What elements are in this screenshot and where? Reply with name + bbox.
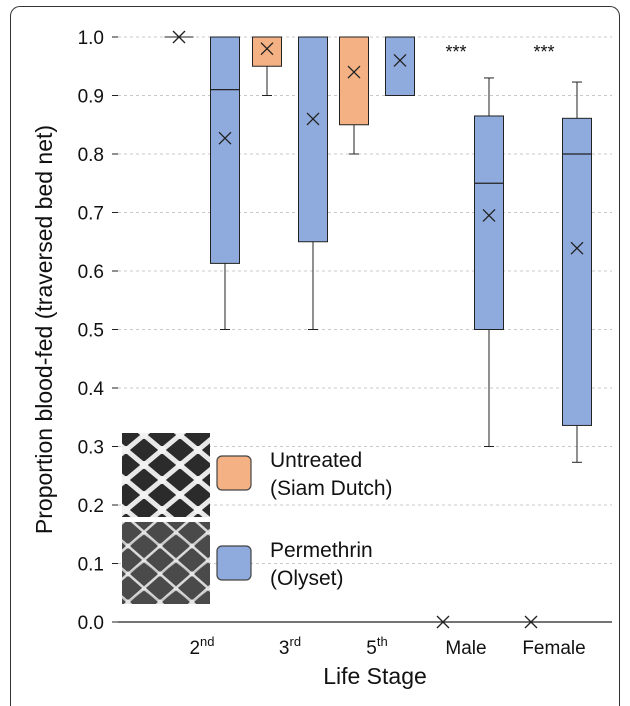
y-tick-label: 0.1	[78, 555, 104, 576]
box-permethrin	[562, 81, 592, 463]
box-plot-chart: 0.0 0.1 0.2 0.3 0.4 0.5 0.6 0.7 0.8 0.9 1.0 2nd 3rd…	[31, 28, 612, 689]
boxes-layer	[164, 30, 592, 629]
box-iqr	[339, 36, 369, 126]
box-iqr	[298, 36, 328, 243]
y-axis-title: Proportion blood-fed (traversed bed net)	[31, 125, 57, 534]
figure-frame	[10, 6, 620, 706]
box-permethrin	[474, 77, 504, 447]
box-iqr	[252, 36, 282, 67]
box-permethrin	[298, 36, 328, 330]
legend-permethrin-line2: (Olyset)	[270, 567, 344, 590]
legend-permethrin-line1: Permethrin	[270, 539, 373, 562]
x-axis-title: Life Stage	[323, 663, 427, 689]
box-untreated	[164, 30, 194, 44]
mean-marker	[393, 53, 407, 67]
box-permethrin	[385, 36, 415, 96]
y-tick-label: 0.5	[78, 321, 104, 342]
y-tick-label: 0.2	[78, 496, 104, 517]
net-photo-untreated	[122, 433, 210, 517]
significance-label: ***	[533, 42, 554, 62]
mean-marker	[306, 112, 320, 126]
significance-label: ***	[445, 42, 466, 62]
x-tick-label: 5th	[366, 634, 387, 659]
y-tick-label: 0.6	[78, 262, 104, 283]
x-tick-label: Female	[522, 638, 585, 659]
y-tick-label: 0.9	[78, 87, 104, 108]
y-tick-label: 0.0	[78, 613, 104, 634]
box-permethrin	[210, 36, 240, 330]
legend-swatch-permethrin	[216, 545, 252, 581]
box-untreated	[252, 36, 282, 96]
x-tick-label: 2nd	[189, 634, 214, 659]
box-iqr	[562, 117, 592, 426]
legend-untreated-line1: Untreated	[270, 449, 362, 472]
box-untreated	[339, 36, 369, 155]
y-tick-label: 0.7	[78, 204, 104, 225]
legend-swatch-untreated	[216, 455, 252, 491]
y-tick-label: 0.3	[78, 438, 104, 459]
x-tick-label: Male	[445, 638, 486, 659]
mean-marker	[260, 42, 274, 56]
y-axis-ticks: 0.0 0.1 0.2 0.3 0.4 0.5 0.6 0.7 0.8 0.9 1.0	[78, 28, 118, 634]
box-iqr	[210, 36, 240, 264]
mean-marker	[570, 241, 584, 255]
annotations-layer: *** ***	[445, 42, 554, 62]
y-tick-label: 0.4	[78, 379, 105, 400]
y-tick-label: 0.8	[78, 145, 104, 166]
mean-marker	[347, 65, 361, 79]
mean-marker	[172, 30, 186, 44]
box-iqr	[385, 36, 415, 96]
x-axis-ticks: 2nd 3rd 5th Male Female	[189, 634, 585, 659]
x-tick-label: 3rd	[279, 634, 301, 659]
box-iqr	[474, 115, 504, 330]
y-tick-label: 1.0	[78, 28, 104, 49]
mean-marker	[482, 208, 496, 222]
legend: Untreated (Siam Dutch) Permethrin (Olyse…	[122, 433, 393, 604]
legend-untreated-line2: (Siam Dutch)	[270, 477, 393, 500]
net-photo-permethrin	[122, 522, 210, 604]
mean-marker	[218, 131, 232, 145]
